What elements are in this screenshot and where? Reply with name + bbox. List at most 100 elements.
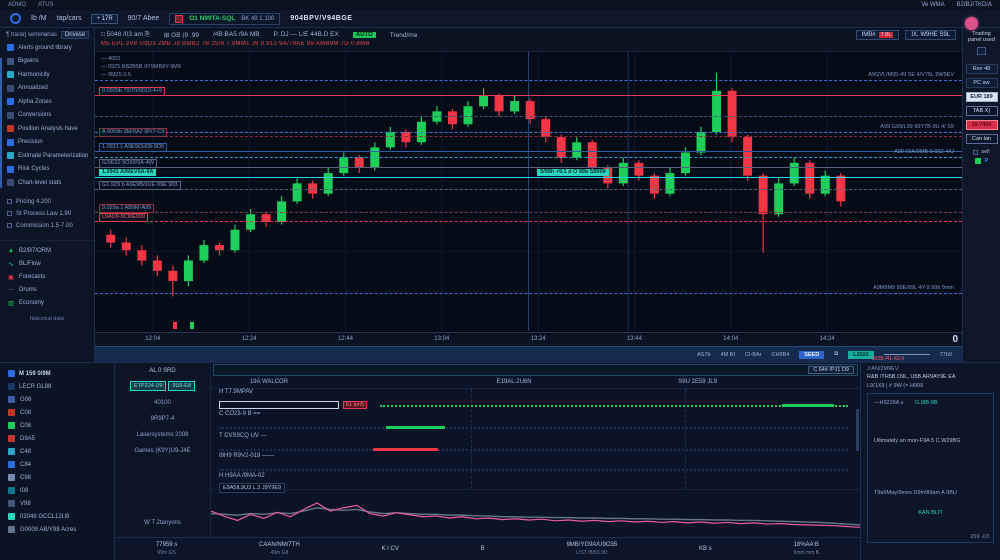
sell-checkbox[interactable]	[973, 149, 979, 155]
time-axis[interactable]: 0 12:04 12:24 12:44 13:04 13:24 13:44 14:04 14:…	[95, 332, 962, 346]
info-box-corner-value: 259 -03	[970, 534, 989, 540]
toolbar-segment[interactable]: P. DJ — L/E 44B.D EX	[273, 31, 339, 38]
sidebar-item[interactable]: Harmonicity	[0, 68, 94, 82]
tester-divider-2	[684, 389, 686, 489]
panel-settings-icon[interactable]	[977, 47, 986, 55]
price-level-line	[95, 131, 962, 133]
candle-body	[603, 167, 613, 184]
candlestick-chart[interactable]: — 4002 — 0925 BB2B5B 9Y9MB9Y-9M9 — 9M25 0.…	[95, 52, 962, 332]
info-line3[interactable]: L9/1X9 | # 9W (= H999	[867, 383, 924, 389]
trade-panel-button-eur-189[interactable]: EUR 189	[965, 92, 998, 102]
market-watch-item[interactable]: D9A5	[8, 432, 114, 445]
price-level-label: 0.0909b 70/70/9019-4+9	[99, 87, 166, 97]
candle-body	[541, 119, 551, 138]
sidebar-scrollbar[interactable]	[0, 58, 2, 188]
sidebar-item[interactable]: Risk Cycles	[0, 163, 94, 177]
sidebar-item-icon	[7, 44, 14, 52]
sidebar-tool-item[interactable]: ▣ Forecasts	[0, 271, 94, 284]
timeframe-badge[interactable]: + 17R	[91, 13, 118, 24]
tester-track	[219, 449, 848, 451]
toolbar-segment[interactable]: ⊞ OB (9 .99	[163, 32, 199, 39]
market-watch-item[interactable]: C84	[8, 458, 114, 471]
info-box-link[interactable]: KAN BLIT	[918, 510, 943, 516]
price-level-label: A 9099b 9M/9A2 9P/7-C9	[99, 128, 168, 137]
market-watch-item[interactable]: G08	[8, 393, 114, 406]
tester-input[interactable]	[219, 401, 339, 409]
sidebar-item[interactable]: Estimate Parameterization	[0, 149, 94, 163]
copy-icon[interactable]: ⧉	[834, 351, 839, 357]
symbol-label: G08	[20, 396, 32, 403]
auto-badge[interactable]: AUTO	[352, 32, 376, 38]
tester-top-button[interactable]: C 64# /PJ1 D9	[808, 366, 854, 374]
sidebar-check-item[interactable]: Commission 1.5-7.00	[0, 220, 94, 232]
sidebar-item[interactable]: Bigwins	[0, 55, 94, 69]
sidebar-item[interactable]: Position Analysis have	[0, 122, 94, 136]
checkbox-icon[interactable]	[7, 199, 12, 204]
sidebar-tool-item[interactable]: — Drums	[0, 284, 94, 297]
info-line1: J:AN/2M9EV	[867, 366, 899, 372]
market-watch-item[interactable]: G0009 AB/Y98 Acres	[8, 523, 114, 536]
order-ticket[interactable]: O1 N99TA-SQL BK 49 1.100	[169, 12, 281, 25]
tester-field[interactable]: 9R9P7-4	[150, 416, 175, 422]
sidebar-item[interactable]: Conversions	[0, 109, 94, 123]
sidebar-item[interactable]: Alerts ground library	[0, 41, 94, 55]
app-logo-icon[interactable]	[10, 13, 21, 24]
checkbox-icon[interactable]	[7, 211, 12, 216]
sidebar-tab-right[interactable]: Drivese	[60, 31, 90, 39]
sidebar-item[interactable]: Annualized	[0, 82, 94, 96]
symbol-icon	[8, 396, 15, 403]
p-status-icon: P	[984, 158, 989, 164]
status-blue-button[interactable]: SEED	[799, 350, 825, 359]
trade-panel-button-19-7450[interactable]: 19.7450	[965, 120, 998, 130]
sidebar-item[interactable]: Precision	[0, 136, 94, 150]
strategy-tester: AL 0 SRD ETP224.U9 9U5-E8 40100 9R9P7-4 La…	[115, 363, 860, 560]
sidebar-tool-item[interactable]: ▥ Economy	[0, 297, 94, 310]
tester-seg-button-2[interactable]: 9U5-E8	[168, 381, 196, 391]
sidebar-tab-left[interactable]: ¶ tra/arj seminarias	[6, 32, 57, 38]
status-teal-button[interactable]: L2020	[848, 350, 874, 359]
time-tick-label: 13:04	[434, 336, 450, 342]
sidebar-item[interactable]: Alpha Zones	[0, 95, 94, 109]
toolbar-segment[interactable]: /4B BA5 /9A MB	[212, 31, 260, 38]
market-watch-item[interactable]: 02048 GCCL12U8	[8, 510, 114, 523]
toolbar-segment[interactable]: □ 5048 /03 am ⎘	[101, 31, 150, 38]
market-watch-item[interactable]: C48	[8, 445, 114, 458]
tester-result-box[interactable]: E9A5IL9U3 L.3 J9Y9E9	[219, 483, 286, 493]
sidebar-check-item[interactable]: St Process Law 1.90	[0, 208, 94, 220]
sidebar-check-item[interactable]: Pricing 4.200	[0, 196, 94, 208]
market-watch-item[interactable]: C08	[8, 406, 114, 419]
menu-tab-2[interactable]: ATUS	[38, 2, 54, 8]
market-watch-item[interactable]: C08	[8, 419, 114, 432]
tester-track	[219, 427, 848, 429]
menu-tab-1[interactable]: ADMO	[8, 2, 26, 8]
market-watch-item[interactable]: C98	[8, 471, 114, 484]
candle-body	[354, 157, 364, 168]
info-box-low-text: T9a9May/9mes D9m9l9am A 9BU	[874, 490, 957, 496]
sidebar-tool-item[interactable]: ∿ BL/Flow	[0, 258, 94, 271]
trade-panel-button-tab-x-[interactable]: TAB X)	[965, 106, 998, 116]
tester-field[interactable]: Lasersystems 2008	[136, 432, 189, 438]
candle-body	[199, 245, 209, 261]
trade-panel-button-can-lan[interactable]: Can lan	[965, 134, 998, 144]
sidebar-item-icon	[7, 179, 14, 187]
candle-body	[463, 106, 473, 125]
sell-checkbox-row[interactable]: sell	[973, 149, 990, 155]
tester-field[interactable]: Games (K9Y)U9-J4E	[134, 448, 191, 454]
market-watch-item[interactable]: I08	[8, 484, 114, 497]
tester-scrollbar[interactable]	[856, 409, 859, 451]
trade-panel-button-rev-48[interactable]: Rev 48	[965, 64, 998, 74]
tester-field[interactable]: 40100	[154, 400, 171, 406]
user-avatar[interactable]	[965, 17, 978, 30]
tool-icon: ▣	[8, 274, 14, 281]
mode-button[interactable]: IX. W9HE S9L	[905, 30, 956, 40]
sidebar-tool-item[interactable]: ▲ B2/B7/ORM	[0, 245, 94, 258]
tester-seg-button-1[interactable]: ETP224.U9	[129, 381, 167, 391]
imbue-button[interactable]: IMB# 7.8L	[855, 30, 900, 40]
market-watch-item[interactable]: V98	[8, 497, 114, 510]
symbol-label: I08	[20, 487, 29, 494]
candle-body	[649, 175, 659, 194]
checkbox-icon[interactable]	[7, 223, 12, 228]
trade-panel-button-pc-aw[interactable]: PC aw	[965, 78, 998, 88]
time-tick-label: 14:04	[723, 336, 739, 342]
sidebar-item[interactable]: Chart-level stats	[0, 176, 94, 190]
